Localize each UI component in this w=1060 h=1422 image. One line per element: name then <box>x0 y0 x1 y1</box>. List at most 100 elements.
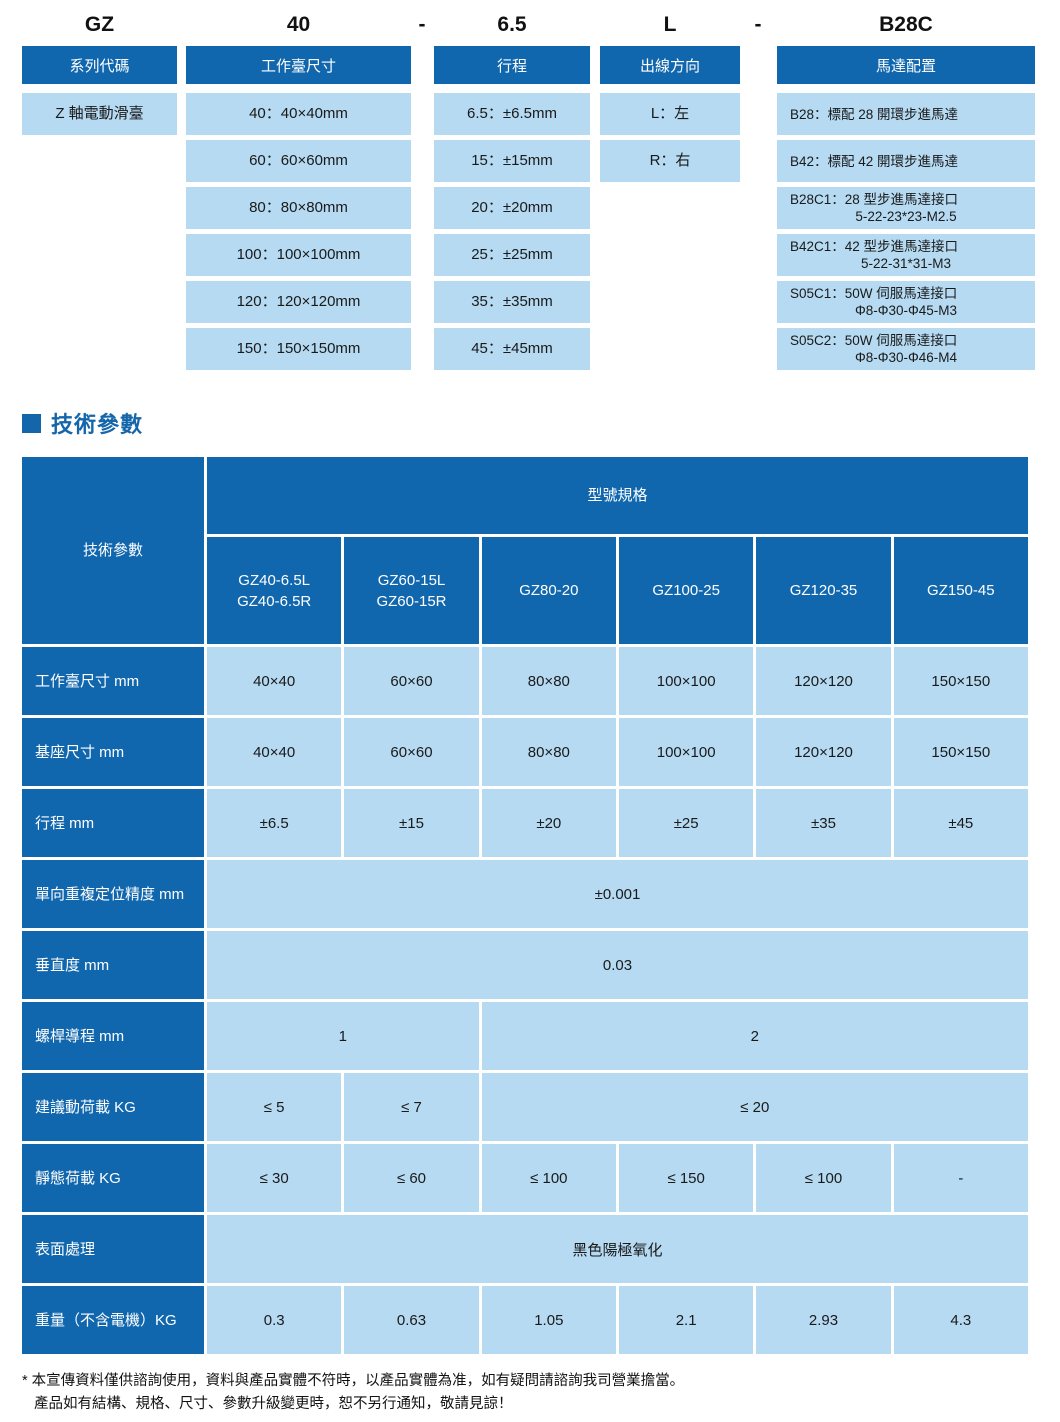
option-cell-line: 40：40×40mm <box>249 105 348 122</box>
spec-value-cell: ±6.5 <box>207 789 342 857</box>
spec-row-label: 螺桿導程 mm <box>22 1002 204 1070</box>
column-header: 系列代碼 <box>22 46 177 84</box>
spec-value-cell: 1 <box>207 1002 479 1070</box>
square-bullet-icon <box>22 413 41 433</box>
spec-row-label: 建議動荷載 KG <box>22 1073 204 1141</box>
model-header-cell: GZ120-35 <box>756 537 891 644</box>
option-cell: B42C1：42 型步進馬達接口 5-22-31*31-M3 <box>777 234 1035 276</box>
option-cell-line: R：右 <box>649 152 691 169</box>
model-header-line: GZ80-20 <box>519 582 579 599</box>
spec-value-cell: 40×40 <box>207 647 342 715</box>
spec-value-cell: 120×120 <box>756 718 891 786</box>
spec-value-cell: 0.03 <box>207 931 1028 999</box>
spec-value-cell: 60×60 <box>344 718 479 786</box>
option-cell-line: 20：±20mm <box>471 199 553 216</box>
spec-value-cell: ≤ 150 <box>618 1144 754 1212</box>
code-segment: 6.5 <box>497 13 527 36</box>
model-header-cell: GZ150-45 <box>893 537 1028 644</box>
tech-params-section-title: 技術參數 <box>22 409 1038 437</box>
option-cell-line: 5-22-31*31-M3 <box>860 256 952 271</box>
option-cell-line: 15：±15mm <box>471 152 553 169</box>
spec-value-cell: ≤ 30 <box>207 1144 342 1212</box>
option-cell: Z 軸電動滑臺 <box>22 93 177 135</box>
option-cell: 60：60×60mm <box>186 140 411 182</box>
option-cell: 20：±20mm <box>434 187 590 229</box>
spec-table-corner: 技術參數 <box>22 457 204 644</box>
option-cell: 100：100×100mm <box>186 234 411 276</box>
option-cell: R：右 <box>600 140 740 182</box>
option-cell: 35：±35mm <box>434 281 590 323</box>
model-spec-group-header: 型號規格 <box>207 457 1028 534</box>
option-cell-line: Φ8-Φ30-Φ45-M3 <box>854 303 958 318</box>
option-cell-line: 5-22-23*23-M2.5 <box>855 209 957 224</box>
code-segment: GZ <box>84 13 115 36</box>
option-cell-line: 35：±35mm <box>471 293 553 310</box>
spec-value-cell: 120×120 <box>756 647 891 715</box>
code-segment: L <box>663 13 677 36</box>
option-cell-line: B28：標配 28 開環步進馬達 <box>790 106 959 122</box>
option-cell-line: L：左 <box>650 105 690 122</box>
code-segment: B28C <box>879 13 933 36</box>
option-cell-line: B28C1：28 型步進馬達接口 <box>790 192 959 207</box>
option-cell-line: 150：150×150mm <box>236 340 361 357</box>
option-cell: S05C1：50W 伺服馬達接口 Φ8-Φ30-Φ45-M3 <box>777 281 1035 323</box>
spec-value-cell: 100×100 <box>618 647 754 715</box>
spec-value-cell: 2.93 <box>756 1286 891 1354</box>
option-cell: B28：標配 28 開環步進馬達 <box>777 93 1035 135</box>
model-header-line: GZ40-6.5R <box>237 592 312 610</box>
model-header-cell: GZ100-25 <box>618 537 754 644</box>
option-cell: 150：150×150mm <box>186 328 411 370</box>
option-cell: 80：80×80mm <box>186 187 411 229</box>
spec-row-label: 表面處理 <box>22 1215 204 1283</box>
option-cell-line: S05C2：50W 伺服馬達接口 <box>790 333 958 348</box>
option-cell-line: S05C1：50W 伺服馬達接口 <box>790 286 958 301</box>
spec-value-cell: ±20 <box>481 789 616 857</box>
spec-value-cell: 黑色陽極氧化 <box>207 1215 1028 1283</box>
spec-row-label: 基座尺寸 mm <box>22 718 204 786</box>
model-header-line: GZ120-35 <box>789 582 858 599</box>
option-cell: 15：±15mm <box>434 140 590 182</box>
spec-row-label: 行程 mm <box>22 789 204 857</box>
option-cell-line: 100：100×100mm <box>236 246 361 263</box>
option-cell: B42：標配 42 開環步進馬達 <box>777 140 1035 182</box>
spec-value-cell: 1.05 <box>481 1286 616 1354</box>
model-header-line: GZ40-6.5L <box>238 571 311 589</box>
spec-value-cell: ≤ 7 <box>344 1073 479 1141</box>
option-cell-line: B42C1：42 型步進馬達接口 <box>790 239 959 254</box>
spec-value-cell: ±45 <box>893 789 1028 857</box>
model-header-cell: GZ40-6.5L GZ40-6.5R <box>207 537 342 644</box>
spec-value-cell: 150×150 <box>893 647 1028 715</box>
model-header-cell: GZ80-20 <box>481 537 616 644</box>
section-title-text: 技術參數 <box>51 412 144 437</box>
option-cell: 25：±25mm <box>434 234 590 276</box>
spec-row-label: 單向重複定位精度 mm <box>22 860 204 928</box>
spec-value-cell: ±25 <box>618 789 754 857</box>
spec-value-cell: ±15 <box>344 789 479 857</box>
model-header-line: GZ100-25 <box>652 582 720 599</box>
option-cell-line: 25：±25mm <box>471 246 553 263</box>
option-cell-line: 80：80×80mm <box>249 199 348 216</box>
option-cell-line: B42：標配 42 開環步進馬達 <box>790 153 959 169</box>
option-cell: 120：120×120mm <box>186 281 411 323</box>
spec-value-cell: - <box>893 1144 1028 1212</box>
spec-value-cell: ≤ 5 <box>207 1073 342 1141</box>
spec-value-cell: 80×80 <box>481 718 616 786</box>
spec-row-label: 工作臺尺寸 mm <box>22 647 204 715</box>
spec-value-cell: 60×60 <box>344 647 479 715</box>
footnote-line-1: * 本宣傳資料僅供諮詢使用，資料與產品實體不符時，以產品實體為准，如有疑問請諮詢… <box>22 1373 685 1389</box>
spec-value-cell: ≤ 60 <box>344 1144 479 1212</box>
spec-value-cell: ±35 <box>756 789 891 857</box>
option-cell-line: 45：±45mm <box>471 340 553 357</box>
spec-row-label: 靜態荷載 KG <box>22 1144 204 1212</box>
footnote-line-2: 產品如有結構、規格、尺寸、參數升級變更時，恕不另行通知，敬請見諒！ <box>34 1396 513 1412</box>
spec-row-label: 重量（不含電機）KG <box>22 1286 204 1354</box>
model-header-cell: GZ60-15L GZ60-15R <box>344 537 479 644</box>
spec-value-cell: 150×150 <box>893 718 1028 786</box>
model-code-section: GZ 系列代碼 Z 軸電動滑臺 40 工作臺尺寸 40：40×40mm 60：60×60mm… <box>22 10 1038 375</box>
model-code-column-series-code: GZ 系列代碼 Z 軸電動滑臺 <box>22 10 177 140</box>
spec-value-cell: 4.3 <box>893 1286 1028 1354</box>
dash-separator: - <box>754 13 762 36</box>
option-cell: 6.5：±6.5mm <box>434 93 590 135</box>
spec-value-cell: ≤ 100 <box>756 1144 891 1212</box>
